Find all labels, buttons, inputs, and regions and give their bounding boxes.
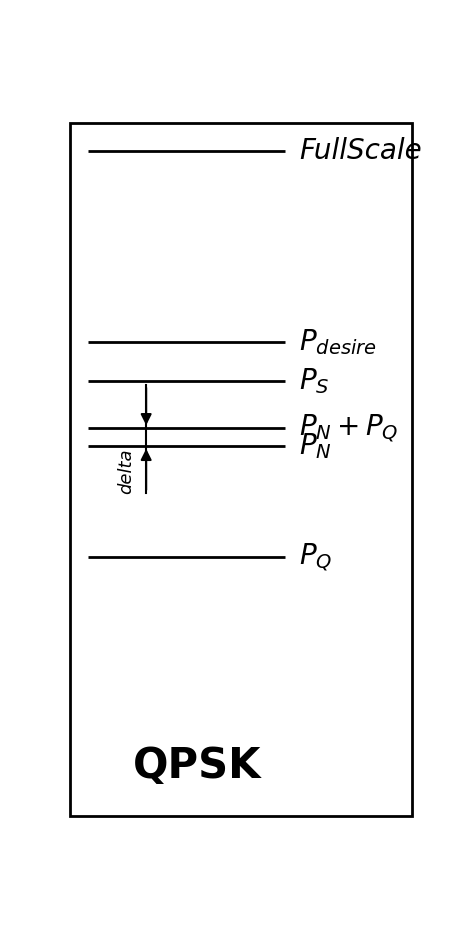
Text: QPSK: QPSK (133, 745, 261, 787)
Text: delta: delta (117, 449, 135, 494)
Text: $P_S$: $P_S$ (299, 367, 329, 397)
Text: $P_Q$: $P_Q$ (299, 541, 332, 574)
Text: $P_N$: $P_N$ (299, 431, 332, 461)
Text: $P_N + P_Q$: $P_N + P_Q$ (299, 412, 399, 444)
Text: $P_{desire}$: $P_{desire}$ (299, 327, 377, 356)
Text: FullScale: FullScale (299, 137, 422, 165)
